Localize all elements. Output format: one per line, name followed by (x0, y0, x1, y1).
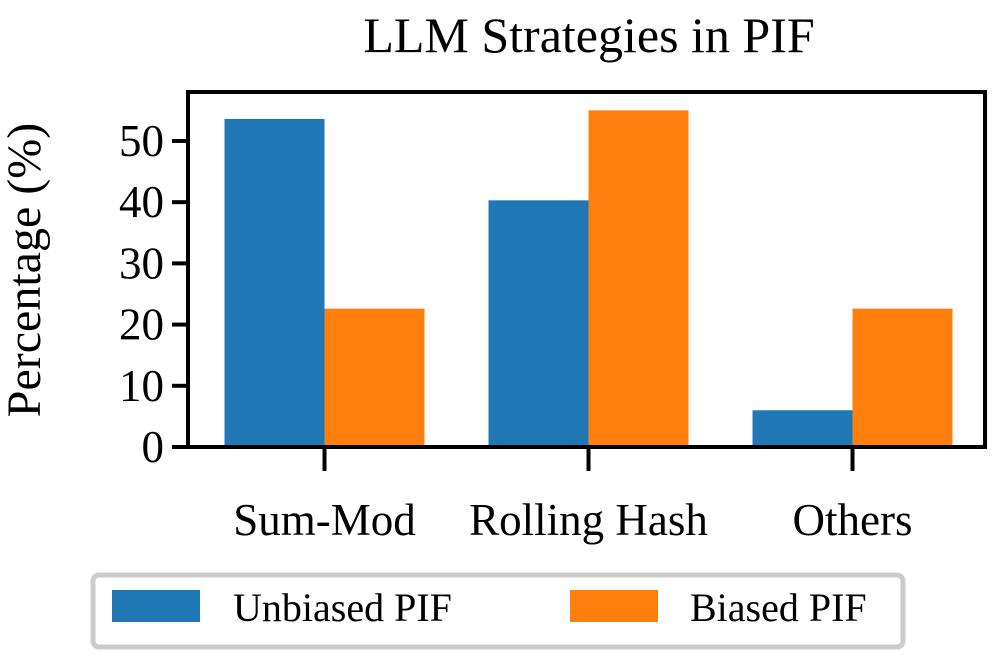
bar-sum-mod-biased-pif (324, 308, 425, 447)
plot-area: Sum-Mod Rolling Hash Others 0 10 20 30 40 50 (119, 90, 987, 545)
plot-frame (186, 90, 987, 449)
y-axis-label: Percentage (%) (0, 123, 51, 418)
y-tick-label: 10 (119, 361, 164, 411)
y-tick-label: 0 (142, 422, 165, 472)
y-tick-label: 40 (119, 177, 164, 227)
bar-rolling-hash-biased-pif (588, 110, 689, 448)
legend-label-unbiased-pif: Unbiased PIF (233, 585, 452, 630)
bar-sum-mod-unbiased-pif (224, 118, 325, 448)
y-tick-label: 50 (119, 116, 164, 166)
legend-label-biased-pif: Biased PIF (690, 585, 867, 630)
bar-others-unbiased-pif (752, 410, 853, 447)
legend-swatch-biased-pif (570, 590, 658, 622)
bar-rolling-hash-unbiased-pif (488, 200, 589, 447)
legend-box (90, 572, 906, 650)
bar-others-biased-pif (852, 308, 953, 447)
x-tick-label: Others (793, 495, 913, 545)
legend: Unbiased PIF Biased PIF (90, 572, 906, 650)
chart-title: LLM Strategies in PIF (363, 7, 814, 63)
y-tick-label: 30 (119, 238, 164, 288)
x-tick-label: Rolling Hash (469, 495, 708, 545)
x-tick-label: Sum-Mod (233, 495, 416, 545)
legend-swatch-unbiased-pif (112, 590, 200, 622)
y-tick-label: 20 (119, 300, 164, 350)
